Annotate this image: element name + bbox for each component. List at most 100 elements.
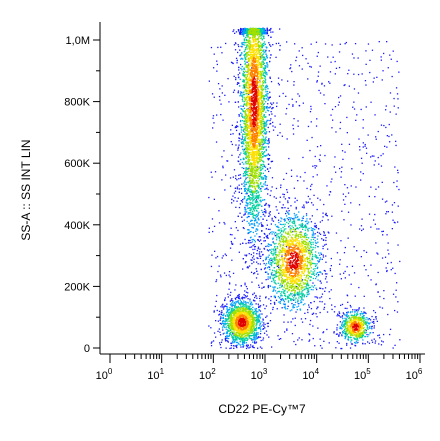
event-dot [244,185,246,187]
event-dot [262,146,265,149]
event-dot [345,41,347,44]
event-dot [310,239,312,241]
event-dot [392,293,395,295]
event-dot [237,101,239,103]
event-dot [284,306,286,308]
event-dot [215,257,217,259]
event-dot [259,310,262,312]
event-dot [263,106,266,108]
event-dot [300,234,302,236]
event-dot [259,160,261,162]
event-dot [247,195,249,198]
event-dot [266,32,268,34]
event-dot [266,93,268,95]
event-dot [257,332,259,334]
event-dot [239,340,241,342]
event-dot [228,315,230,317]
event-dot [236,125,238,127]
event-dot [235,125,237,128]
event-dot [254,296,256,299]
event-dot [227,341,229,343]
event-dot [339,316,342,318]
event-dot [259,166,261,168]
event-dot [261,230,263,232]
event-dot [224,297,226,299]
event-dot [251,210,254,212]
event-dot [382,70,384,72]
event-dot [238,294,240,296]
event-dot [343,272,345,274]
event-dot [350,318,353,320]
event-dot [270,272,273,274]
event-dot [354,309,356,311]
event-dot [244,56,246,58]
event-dot [240,127,243,129]
event-dot [319,257,322,259]
event-dot [289,67,292,69]
event-dot [250,208,252,210]
event-dot [247,189,249,191]
event-dot [231,310,233,312]
event-dot [345,335,347,338]
event-dot [247,152,249,154]
event-dot [278,277,280,279]
event-dot [259,306,261,308]
event-dot [243,33,245,35]
event-dot [244,123,246,125]
event-dot [363,315,365,317]
event-dot [349,317,351,320]
event-dot [280,186,282,189]
event-dot [261,88,263,90]
event-dot [364,336,366,338]
event-dot [349,312,352,314]
event-dot [290,299,292,301]
event-dot [271,177,274,179]
event-dot [342,193,344,195]
event-dot [281,285,283,287]
event-dot [248,166,250,169]
event-dot [301,286,304,288]
event-dot [257,311,259,313]
event-dot [319,254,321,256]
event-dot [228,282,231,284]
event-dot [263,286,265,288]
event-dot [304,233,306,235]
event-dot [321,347,323,349]
event-dot [339,321,341,323]
event-dot [241,220,244,222]
event-dot [358,308,360,310]
event-dot [295,56,298,58]
event-dot [243,336,245,338]
event-dot [312,286,315,288]
event-dot [309,218,311,220]
event-dot [253,333,255,335]
event-dot [378,163,380,165]
event-dot [254,195,256,197]
event-dot [352,309,354,311]
event-dot [254,224,256,227]
event-dot [335,347,337,349]
event-dot [278,301,280,303]
event-dot [270,122,272,125]
event-dot [359,316,362,319]
event-dot [316,266,319,268]
event-dot [332,56,334,58]
event-dot [278,272,280,274]
event-dot [268,42,270,44]
event-dot [305,214,308,217]
event-dot [250,308,252,310]
event-dot [307,291,310,293]
event-dot [308,240,311,243]
event-dot [245,183,247,186]
event-dot [274,215,276,218]
event-dot [254,217,256,220]
event-dot [293,217,295,219]
event-dot [238,178,240,180]
event-dot [240,336,242,339]
event-dot [294,295,296,297]
event-dot [242,304,244,306]
event-dot [247,242,249,244]
event-dot [262,88,264,90]
event-dot [338,51,341,53]
event-dot [246,188,248,190]
